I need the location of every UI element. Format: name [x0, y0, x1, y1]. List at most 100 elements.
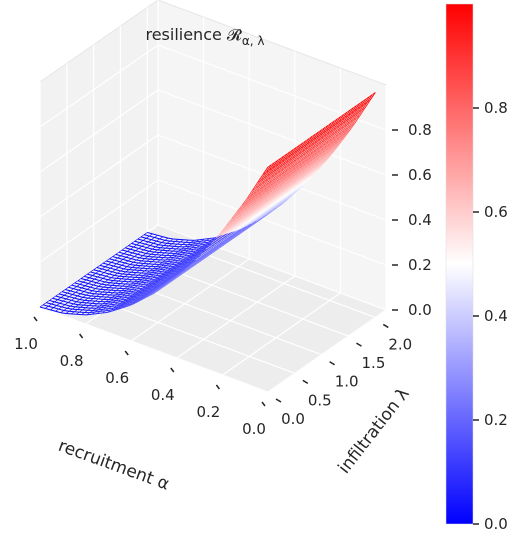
- surface-segment: [93, 296, 97, 299]
- surface-segment: [170, 278, 175, 281]
- surface-segment: [126, 287, 130, 291]
- surface-segment: [192, 241, 197, 245]
- surface-segment: [164, 239, 171, 242]
- x-tick-mark: [33, 316, 38, 322]
- surface-segment: [162, 236, 169, 239]
- surface-segment: [109, 302, 113, 306]
- surface-segment: [234, 209, 241, 217]
- surface-segment: [200, 238, 205, 242]
- surface-segment: [181, 247, 187, 250]
- surface-segment: [54, 299, 58, 303]
- surface-segment: [104, 292, 108, 295]
- surface-segment: [238, 209, 245, 218]
- surface-segment: [187, 242, 191, 245]
- surface-segment: [92, 275, 98, 278]
- surface-segment: [128, 279, 133, 283]
- surface-segment: [179, 250, 184, 254]
- surface-segment: [324, 143, 331, 151]
- surface-segment: [254, 189, 261, 197]
- surface-segment: [346, 122, 351, 125]
- surface-segment: [82, 294, 87, 298]
- surface-segment: [123, 291, 129, 293]
- surface-segment: [271, 194, 276, 198]
- surface-segment: [148, 281, 152, 285]
- surface-segment: [227, 235, 232, 239]
- surface-segment: [270, 183, 274, 186]
- surface-segment: [248, 198, 252, 202]
- surface-segment: [259, 214, 264, 217]
- surface-segment: [317, 138, 321, 142]
- surface-segment: [150, 264, 155, 267]
- surface-segment: [261, 181, 266, 185]
- surface-segment: [283, 199, 288, 203]
- surface-segment: [279, 176, 284, 180]
- surface-segment: [172, 274, 177, 278]
- surface-segment: [133, 259, 137, 263]
- surface-segment: [265, 209, 270, 213]
- surface-segment: [298, 184, 302, 188]
- surface-segment: [195, 257, 199, 261]
- surface-segment: [321, 155, 328, 163]
- surface-segment: [265, 170, 270, 173]
- surface-segment: [216, 241, 220, 245]
- surface-segment: [264, 212, 269, 216]
- surface-segment: [286, 176, 293, 185]
- surface-segment: [138, 298, 142, 302]
- surface-segment: [170, 275, 175, 278]
- surface-segment: [102, 301, 106, 305]
- surface-segment: [138, 246, 143, 249]
- surface-segment: [277, 200, 281, 204]
- surface-segment: [350, 105, 357, 114]
- surface-segment: [148, 241, 154, 244]
- surface-segment: [147, 231, 153, 235]
- surface-segment: [155, 286, 159, 289]
- surface-segment: [336, 125, 340, 129]
- surface-segment: [136, 277, 141, 281]
- surface-segment: [334, 137, 341, 145]
- surface-segment: [122, 305, 127, 308]
- surface-segment: [268, 162, 275, 171]
- surface-segment: [81, 312, 85, 315]
- surface-segment: [266, 200, 270, 204]
- surface-segment: [264, 196, 268, 200]
- surface-segment: [102, 311, 108, 314]
- surface-segment: [283, 165, 288, 169]
- surface-segment: [123, 251, 128, 254]
- surface-segment: [207, 253, 211, 257]
- surface-segment: [300, 163, 307, 171]
- surface-segment: [298, 158, 305, 167]
- surface-segment: [250, 187, 257, 197]
- surface-segment: [168, 275, 173, 278]
- surface-segment: [244, 221, 249, 225]
- surface-segment: [54, 301, 60, 304]
- surface-segment: [309, 146, 316, 155]
- surface-segment: [174, 261, 180, 264]
- surface-segment: [357, 106, 361, 110]
- left-grid-z: [39, 134, 159, 218]
- surface-segment: [242, 212, 246, 215]
- surface-segment: [162, 279, 167, 283]
- surface-segment: [193, 254, 197, 257]
- surface-segment: [211, 243, 215, 247]
- surface-segment: [73, 303, 79, 306]
- back-grid-z: [157, 89, 387, 176]
- surface-segment: [341, 117, 346, 121]
- surface-segment: [321, 139, 326, 143]
- surface-segment: [330, 120, 335, 124]
- surface-segment: [159, 281, 163, 285]
- surface-segment: [327, 129, 334, 139]
- surface-segment: [121, 289, 127, 292]
- surface-segment: [93, 267, 97, 270]
- surface-segment: [139, 257, 145, 260]
- surface-segment: [309, 163, 316, 172]
- surface-segment: [98, 268, 103, 272]
- surface-segment: [276, 161, 283, 170]
- surface-segment: [273, 197, 278, 201]
- surface-segment: [133, 295, 137, 299]
- surface-segment: [250, 211, 255, 215]
- surface-segment: [325, 145, 332, 154]
- surface-segment: [280, 168, 285, 171]
- surface-segment: [42, 302, 47, 306]
- surface-segment: [239, 228, 243, 232]
- surface-segment: [205, 251, 210, 255]
